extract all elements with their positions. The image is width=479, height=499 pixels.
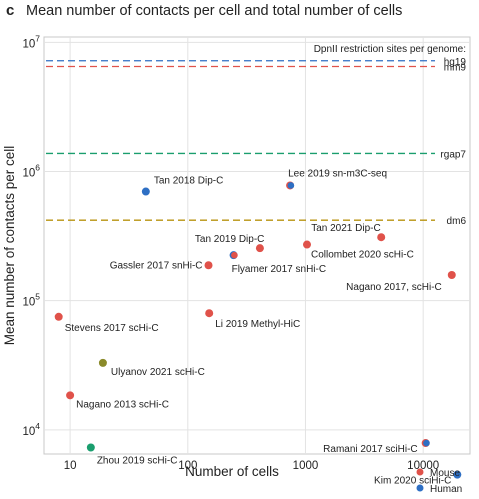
y-tick-label: 105 (22, 292, 40, 309)
x-tick-label: 10000 (407, 460, 439, 472)
data-point (377, 233, 386, 242)
data-point (453, 470, 462, 479)
data-point (231, 251, 238, 259)
y-tick-label: 107 (22, 33, 40, 50)
data-label: Gassler 2017 snHi-C (110, 260, 203, 271)
legend-label-mouse: Mouse (430, 468, 460, 479)
data-label: Collombet 2020 scHi-C (311, 250, 414, 261)
legend-marker-mouse (416, 468, 424, 476)
data-point (287, 182, 295, 189)
reference-label-dm6: dm6 (447, 216, 467, 227)
data-point (423, 439, 430, 447)
data-point (447, 271, 456, 280)
data-point (204, 261, 213, 270)
data-label: Zhou 2019 scHi-C (97, 455, 178, 466)
y-tick-label: 106 (22, 163, 40, 180)
x-tick-label: 100 (178, 460, 197, 472)
data-label: Lee 2019 sn-m3C-seq (288, 168, 387, 179)
data-point (86, 443, 95, 452)
data-label: Ulyanov 2021 scHi-C (111, 367, 205, 378)
data-point (255, 244, 264, 253)
data-label: Nagano 2017, scHi-C (346, 282, 442, 293)
data-label: Kim 2020 sciHi-C (374, 476, 451, 487)
data-point (205, 309, 214, 318)
panel-letter: c (6, 2, 15, 19)
reference-label-mm9: mm9 (444, 63, 467, 74)
data-point (302, 240, 311, 249)
data-label: Tan 2018 Dip-C (154, 176, 223, 187)
y-tick-label: 104 (22, 421, 40, 438)
reference-label-rgap7: rgap7 (440, 149, 466, 160)
y-axis-label: Mean number of contacts per cell (2, 146, 17, 346)
data-point (66, 391, 75, 400)
x-tick-label: 10 (64, 460, 77, 472)
data-point (98, 358, 107, 367)
data-label: Li 2019 Methyl-HiC (215, 319, 300, 330)
chart-title: Mean number of contacts per cell and tot… (26, 3, 403, 19)
x-tick-label: 1000 (293, 460, 319, 472)
data-label: Tan 2021 Dip-C (311, 223, 380, 234)
reference-title: DpnII restriction sites per genome: (314, 44, 466, 55)
data-label: Nagano 2013 scHi-C (76, 399, 169, 410)
legend-marker-human (416, 484, 424, 492)
data-label: Ramani 2017 sciHi-C (323, 444, 417, 455)
data-point (141, 187, 150, 196)
data-label: Stevens 2017 scHi-C (65, 323, 159, 334)
data-label: Flyamer 2017 snHi-C (232, 264, 326, 275)
data-label: Tan 2019 Dip-C (195, 234, 264, 245)
legend-label-human: Human (430, 484, 462, 495)
reference-label-hg19: hg19 (444, 57, 467, 68)
x-axis-label: Number of cells (185, 464, 279, 479)
data-point (54, 312, 63, 321)
